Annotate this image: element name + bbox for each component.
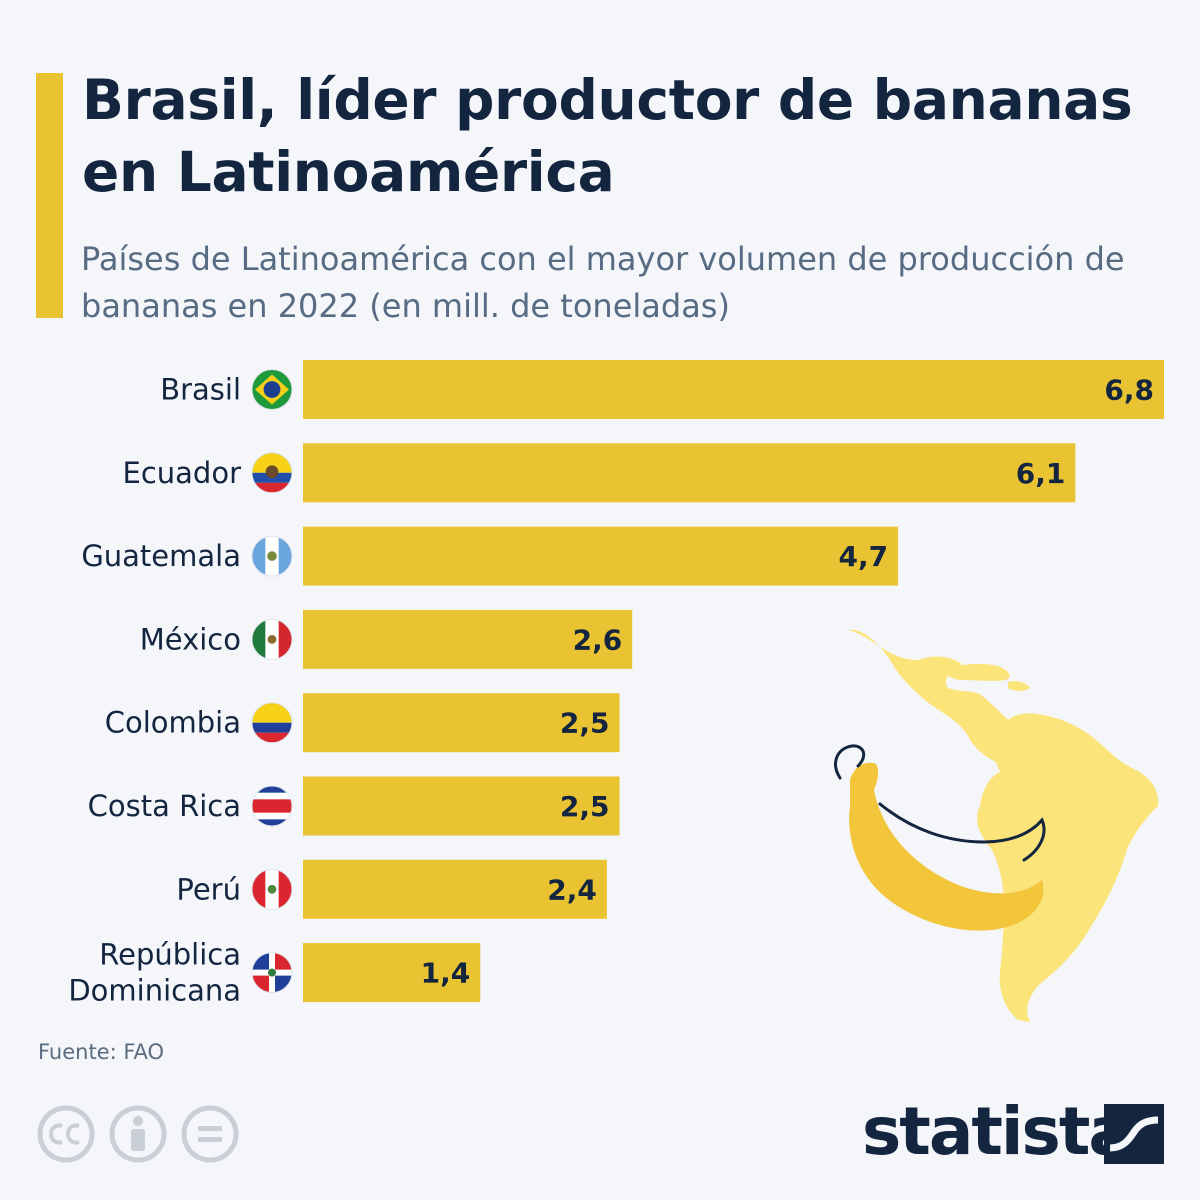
statista-logo-icon[interactable] [1104, 1104, 1164, 1164]
brazil-flag-icon [251, 369, 293, 410]
bar-value-label: 6,1 [1016, 457, 1066, 490]
category-label: Ecuador [123, 456, 242, 490]
bar-value-label: 4,7 [838, 540, 888, 573]
category-label: Perú [176, 872, 241, 906]
bar-value-label: 1,4 [421, 957, 471, 990]
creative-commons-icon[interactable] [37, 1105, 95, 1163]
bar-value-label: 2,6 [573, 623, 623, 656]
ecuador-flag-icon [251, 452, 293, 494]
bar [303, 526, 899, 586]
bar [303, 609, 633, 669]
bar-value-label: 6,8 [1104, 374, 1154, 407]
bar-value-label: 2,5 [560, 707, 610, 740]
bar [303, 776, 620, 836]
category-label: Costa Rica [88, 789, 241, 823]
license-icons [37, 1105, 239, 1163]
chart-subtitle: Países de Latinoamérica con el mayor vol… [81, 240, 1125, 325]
category-label: Colombia [105, 706, 241, 740]
banana-icon [834, 744, 1046, 931]
no-derivatives-icon[interactable] [181, 1105, 239, 1163]
accent-bar [36, 73, 63, 318]
bar [303, 360, 1164, 419]
bar-value-label: 2,5 [560, 790, 610, 823]
category-label: México [140, 622, 241, 656]
colombia-flag-icon [251, 702, 293, 744]
bar [303, 693, 620, 753]
bar [303, 859, 607, 919]
bar [303, 443, 1076, 503]
mexico-flag-icon [251, 618, 293, 660]
category-label: República Dominicana [68, 938, 241, 1008]
attribution-icon[interactable] [109, 1105, 167, 1163]
latin-america-map-icon [848, 629, 1159, 1022]
costa-rica-flag-icon [251, 785, 293, 827]
peru-flag-icon [251, 868, 293, 910]
category-label: Guatemala [81, 539, 241, 573]
source-note: Fuente: FAO [38, 1040, 165, 1064]
guatemala-flag-icon [251, 535, 293, 577]
bar [303, 943, 481, 1003]
chart-title: Brasil, líder productor de bananas en La… [82, 68, 1133, 204]
bar-value-label: 2,4 [547, 873, 597, 906]
dominican-republic-flag-icon [251, 952, 293, 994]
statista-logo-text[interactable]: statista [862, 1093, 1133, 1170]
category-label: Brasil [160, 373, 241, 407]
